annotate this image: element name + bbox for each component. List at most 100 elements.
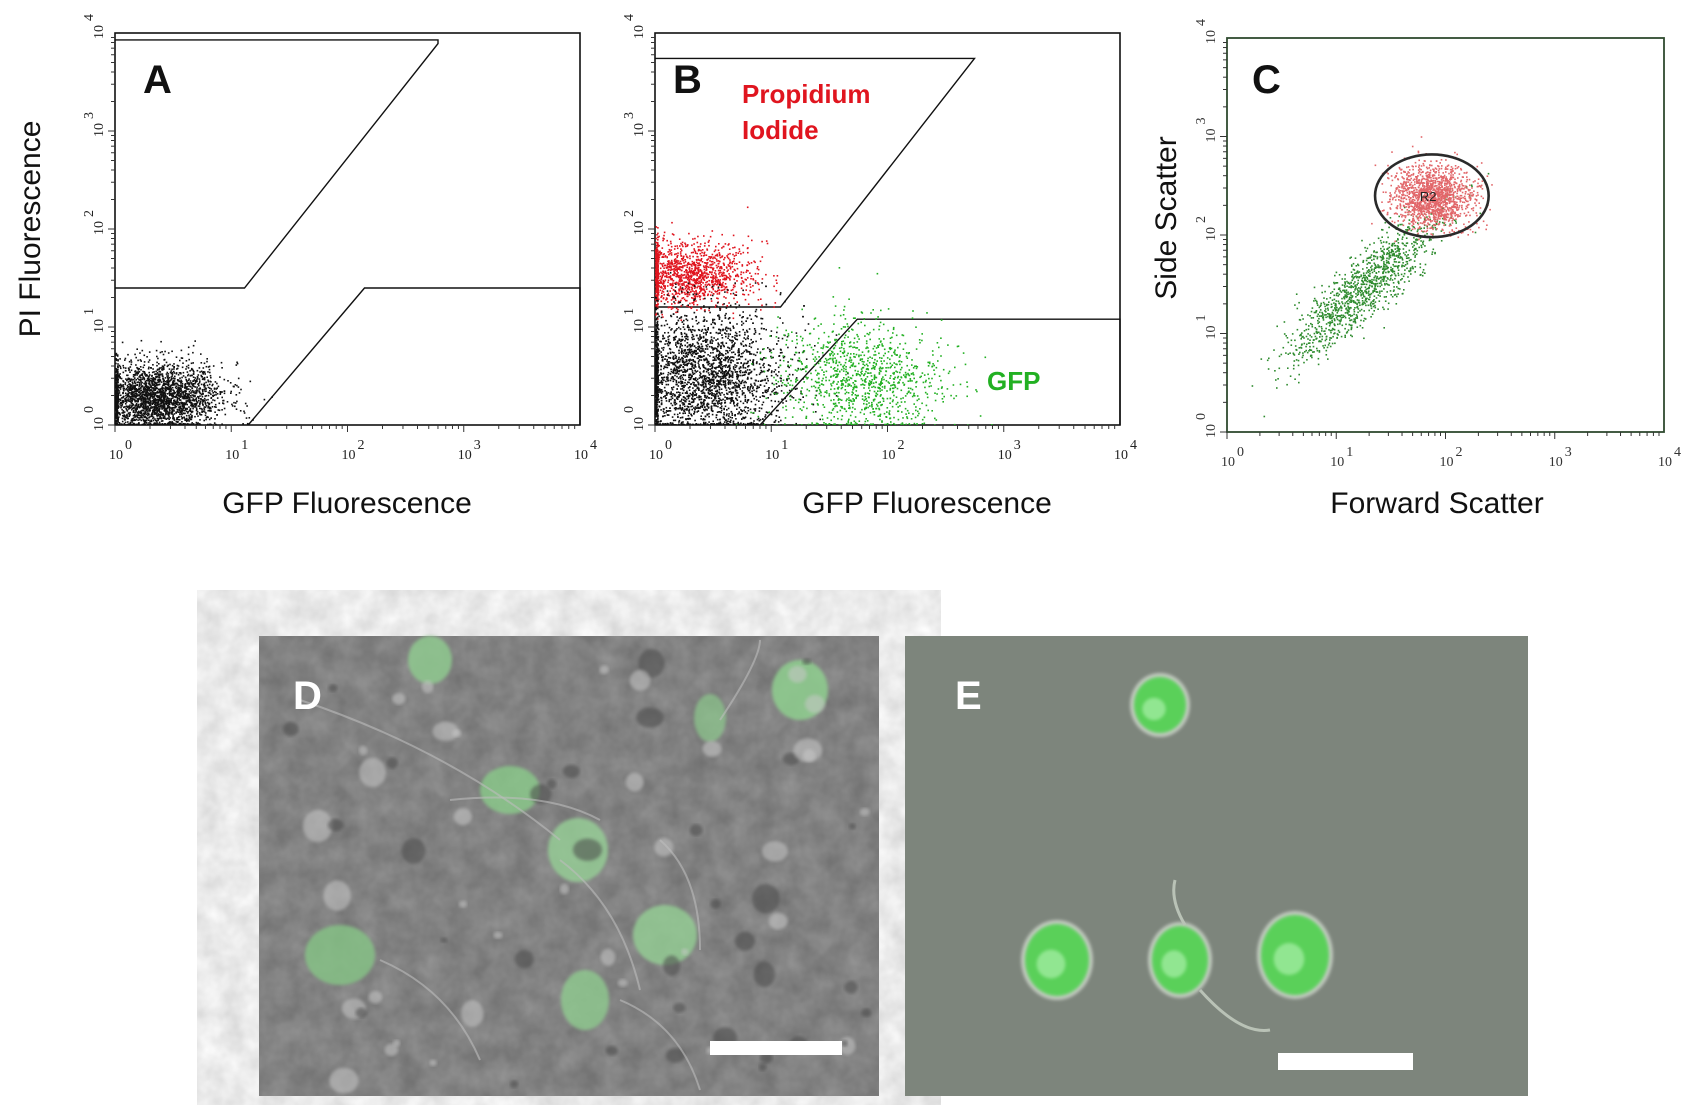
event-point <box>169 393 172 395</box>
event-point <box>192 405 194 407</box>
event-point <box>188 396 190 399</box>
event-point <box>119 398 122 400</box>
event-point <box>741 280 744 282</box>
event-point <box>740 271 743 273</box>
event-point <box>203 384 206 387</box>
event-point <box>686 274 688 276</box>
event-point <box>733 343 735 346</box>
event-point <box>134 390 137 392</box>
event-point <box>677 300 680 303</box>
event-point <box>142 405 145 407</box>
event-point <box>115 371 117 373</box>
event-point <box>128 391 131 394</box>
event-point <box>177 418 180 421</box>
event-point <box>718 293 721 295</box>
event-point <box>656 287 658 289</box>
event-point <box>740 276 743 279</box>
event-point <box>142 396 145 399</box>
event-point <box>752 278 754 280</box>
event-point <box>125 387 128 390</box>
event-point <box>658 273 661 275</box>
event-point <box>145 391 147 394</box>
event-point <box>664 256 666 258</box>
event-point <box>167 384 170 387</box>
event-point <box>162 401 164 404</box>
event-point <box>211 406 214 408</box>
event-point <box>146 374 148 377</box>
event-point <box>159 371 162 373</box>
event-point <box>171 392 173 395</box>
event-point <box>163 415 166 417</box>
event-point <box>203 382 206 385</box>
event-point <box>664 275 666 278</box>
event-point <box>765 273 767 276</box>
event-point <box>687 261 690 264</box>
event-point <box>148 414 150 416</box>
event-point <box>753 423 755 425</box>
event-point <box>741 324 743 326</box>
event-point <box>125 414 128 417</box>
event-point <box>744 298 747 301</box>
event-point <box>194 340 196 342</box>
event-point <box>172 380 174 383</box>
event-point <box>136 411 138 414</box>
event-point <box>712 284 715 287</box>
event-point <box>143 364 146 366</box>
event-point <box>159 413 162 416</box>
event-point <box>171 350 173 353</box>
event-point <box>699 269 702 271</box>
event-point <box>686 270 688 272</box>
event-point <box>193 400 195 402</box>
event-point <box>140 379 142 382</box>
event-point <box>178 395 180 397</box>
event-point <box>707 403 710 406</box>
event-point <box>761 256 764 258</box>
event-point <box>672 265 675 268</box>
event-point <box>738 248 741 250</box>
event-point <box>659 250 661 253</box>
event-point <box>138 368 140 370</box>
event-point <box>677 385 680 387</box>
event-point <box>122 364 124 367</box>
event-point <box>207 371 209 373</box>
event-point <box>657 277 660 280</box>
event-point <box>138 388 141 390</box>
event-point <box>686 390 688 393</box>
event-point <box>698 249 701 251</box>
event-point <box>696 309 698 311</box>
event-point <box>173 399 175 402</box>
event-point <box>118 364 121 367</box>
event-point <box>201 393 204 395</box>
event-point <box>696 255 698 258</box>
event-point <box>689 271 692 273</box>
event-point <box>115 377 117 379</box>
event-point <box>173 363 175 365</box>
event-point <box>132 374 135 376</box>
event-point <box>131 402 133 405</box>
event-point <box>721 247 723 249</box>
event-point <box>153 387 155 389</box>
event-point <box>182 397 185 400</box>
event-point <box>186 386 188 388</box>
event-point <box>170 411 173 413</box>
event-point <box>685 293 688 295</box>
event-point <box>180 379 182 382</box>
event-point <box>155 370 157 373</box>
event-point <box>118 392 121 394</box>
event-point <box>146 414 149 417</box>
event-point <box>156 410 158 413</box>
event-point <box>691 405 694 407</box>
event-point <box>144 416 147 419</box>
event-point <box>677 282 680 284</box>
event-point <box>719 309 721 311</box>
event-point <box>152 423 155 425</box>
event-point <box>175 387 178 390</box>
event-point <box>138 422 140 424</box>
event-point <box>679 378 682 380</box>
event-point <box>137 381 140 383</box>
event-point <box>125 394 127 397</box>
event-point <box>702 265 705 267</box>
event-point <box>667 269 669 272</box>
event-point <box>667 292 670 295</box>
event-point <box>663 284 665 287</box>
